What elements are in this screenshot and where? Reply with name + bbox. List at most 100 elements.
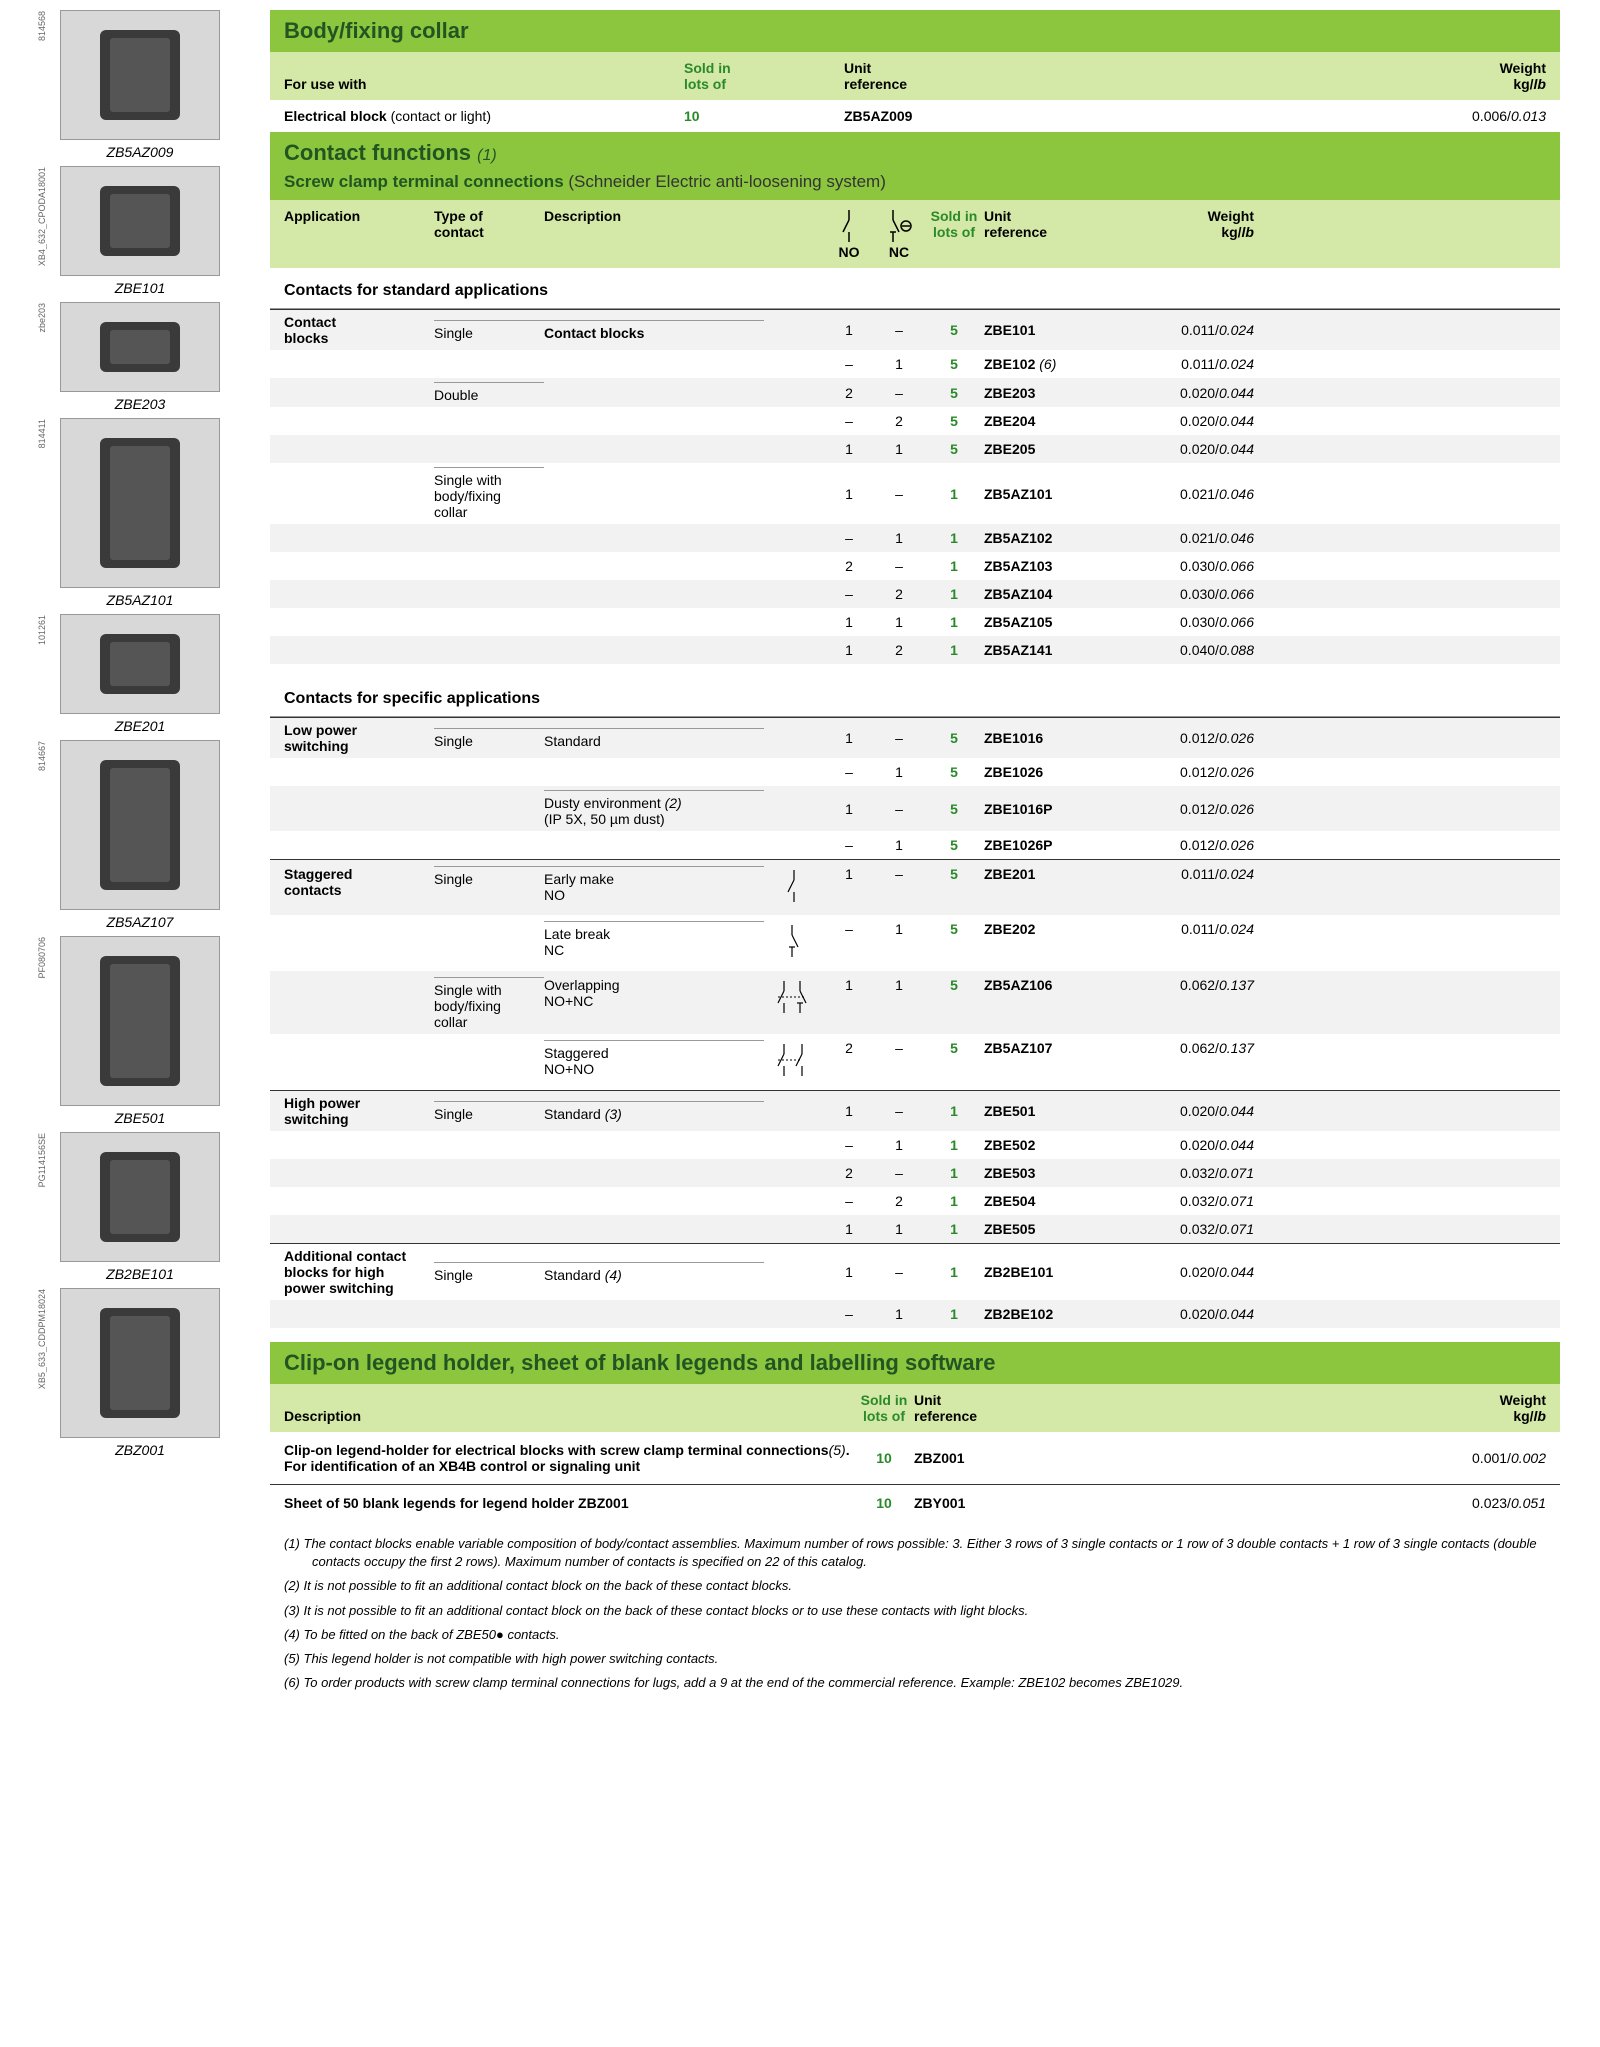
cell-lots: 1 xyxy=(924,586,984,602)
table-row: Double2–5ZBE2030.020/0.044 xyxy=(270,378,1560,407)
cell-no: – xyxy=(824,413,874,429)
cell-nc: 1 xyxy=(874,614,924,630)
cell-no: 1 xyxy=(824,1221,874,1237)
cell-no: 1 xyxy=(824,801,874,817)
cell-no: – xyxy=(824,764,874,780)
cell-lots: 1 xyxy=(924,1221,984,1237)
cell-wt: 0.020/0.044 xyxy=(1134,441,1254,457)
cell-no: – xyxy=(824,921,874,937)
cell-ref: ZB5AZ009 xyxy=(844,108,1044,124)
cell-nc: – xyxy=(874,558,924,574)
body-section-title: Body/fixing collar xyxy=(270,10,1560,52)
cell-nc: 1 xyxy=(874,764,924,780)
cell-nc: – xyxy=(874,385,924,401)
contact-header-row: Application Type ofcontact Description N… xyxy=(270,200,1560,268)
cell-ref: ZBZ001 xyxy=(914,1450,1064,1466)
product-thumb: zbe203ZBE203 xyxy=(40,302,240,412)
cell-desc: Dusty environment (2)(IP 5X, 50 µm dust) xyxy=(544,790,764,827)
cell-nc: – xyxy=(874,1165,924,1181)
cell-no: 1 xyxy=(824,322,874,338)
sidebar: 814568ZB5AZ009XB4_632_CPODA18001ZBE101zb… xyxy=(0,10,240,1698)
cell-type: Single withbody/fixingcollar xyxy=(434,467,544,520)
hdr-app: Application xyxy=(284,208,434,224)
hdr-desc: Description xyxy=(544,208,764,224)
cell-wt: 0.012/0.026 xyxy=(1134,730,1254,746)
cell-nc: – xyxy=(874,730,924,746)
table-row: –21ZBE5040.032/0.071 xyxy=(270,1187,1560,1215)
cell-lots: 5 xyxy=(924,322,984,338)
cell-wt: 0.030/0.066 xyxy=(1134,586,1254,602)
cell-wt: 0.012/0.026 xyxy=(1134,837,1254,853)
cell-nc: 1 xyxy=(874,356,924,372)
cell-nc: 2 xyxy=(874,413,924,429)
cell-symbol xyxy=(764,1040,824,1084)
table-row: –11ZBE5020.020/0.044 xyxy=(270,1131,1560,1159)
cell-nc: 1 xyxy=(874,977,924,993)
cell-no: 1 xyxy=(824,1103,874,1119)
spec-applications-head: Contacts for specific applications xyxy=(270,680,1560,717)
cell-nc: – xyxy=(874,1103,924,1119)
cell-wt: 0.020/0.044 xyxy=(1134,1264,1254,1280)
cell-ref: ZB2BE101 xyxy=(984,1264,1134,1280)
cell-ref: ZBE505 xyxy=(984,1221,1134,1237)
hdr-lots: Sold inlots of xyxy=(684,60,844,92)
hdr-wt: Weightkg/lb xyxy=(1044,60,1546,92)
cell-ref: ZBE503 xyxy=(984,1165,1134,1181)
cell-wt: 0.012/0.026 xyxy=(1134,764,1254,780)
hdr-no: NO xyxy=(824,208,874,260)
contact-section-subtitle: Screw clamp terminal connections (Schnei… xyxy=(270,168,1560,200)
cell-nc: – xyxy=(874,866,924,882)
table-row: 2–1ZBE5030.032/0.071 xyxy=(270,1159,1560,1187)
cell-symbol xyxy=(764,921,824,961)
cell-app: Staggeredcontacts xyxy=(284,866,434,898)
product-code: XB5_633_CDDPM18024 xyxy=(37,1289,47,1389)
cell-wt: 0.021/0.046 xyxy=(1134,530,1254,546)
cell-wt: 0.030/0.066 xyxy=(1134,614,1254,630)
cell-ref: ZBE1026 xyxy=(984,764,1134,780)
cell-ref: ZBE502 xyxy=(984,1137,1134,1153)
cell-desc: Clip-on legend-holder for electrical blo… xyxy=(284,1442,854,1474)
cell-desc: Contact blocks xyxy=(544,320,764,341)
hdr-desc: Description xyxy=(284,1408,854,1424)
clipon-header-row: Description Sold inlots of Unitreference… xyxy=(270,1384,1560,1432)
contact-section-title: Contact functions (1) xyxy=(270,132,1560,168)
cell-desc: Early makeNO xyxy=(544,866,764,903)
cell-lots: 1 xyxy=(924,614,984,630)
cell-for: Electrical block (contact or light) xyxy=(284,108,684,124)
cell-wt: 0.021/0.046 xyxy=(1134,486,1254,502)
product-thumb: 814667ZB5AZ107 xyxy=(40,740,240,930)
product-ref: ZBE201 xyxy=(115,718,166,734)
cell-lots: 1 xyxy=(924,486,984,502)
product-code: XB4_632_CPODA18001 xyxy=(37,167,47,266)
product-ref: ZB5AZ009 xyxy=(107,144,174,160)
cell-type: Single xyxy=(434,1101,544,1122)
cell-wt: 0.032/0.071 xyxy=(1134,1165,1254,1181)
cell-lots: 1 xyxy=(924,1165,984,1181)
cell-ref: ZBY001 xyxy=(914,1495,1064,1511)
cell-lots: 1 xyxy=(924,1264,984,1280)
footnotes: (1) The contact blocks enable variable c… xyxy=(270,1521,1560,1692)
cell-ref: ZB5AZ107 xyxy=(984,1040,1134,1056)
cell-lots: 1 xyxy=(924,558,984,574)
cell-lots: 5 xyxy=(924,441,984,457)
hdr-nc: NC xyxy=(874,208,924,260)
cell-wt: 0.011/0.024 xyxy=(1134,866,1254,882)
cell-ref: ZB5AZ103 xyxy=(984,558,1134,574)
cell-nc: 1 xyxy=(874,530,924,546)
cell-nc: – xyxy=(874,322,924,338)
table-row: Single withbody/fixingcollarOverlappingN… xyxy=(270,971,1560,1034)
table-row: Sheet of 50 blank legends for legend hol… xyxy=(270,1484,1560,1521)
cell-wt: 0.020/0.044 xyxy=(1134,1137,1254,1153)
product-code: 101261 xyxy=(37,615,47,645)
cell-lots: 1 xyxy=(924,1137,984,1153)
cell-lots: 10 xyxy=(684,108,844,124)
cell-desc: OverlappingNO+NC xyxy=(544,977,764,1009)
table-row: –21ZB5AZ1040.030/0.066 xyxy=(270,580,1560,608)
clipon-title: Clip-on legend holder, sheet of blank le… xyxy=(270,1342,1560,1384)
cell-ref: ZBE504 xyxy=(984,1193,1134,1209)
cell-no: 1 xyxy=(824,486,874,502)
cell-no: 2 xyxy=(824,558,874,574)
product-thumb: 101261 ZBE201 xyxy=(40,614,240,734)
cell-app: Low powerswitching xyxy=(284,722,434,754)
cell-ref: ZBE204 xyxy=(984,413,1134,429)
